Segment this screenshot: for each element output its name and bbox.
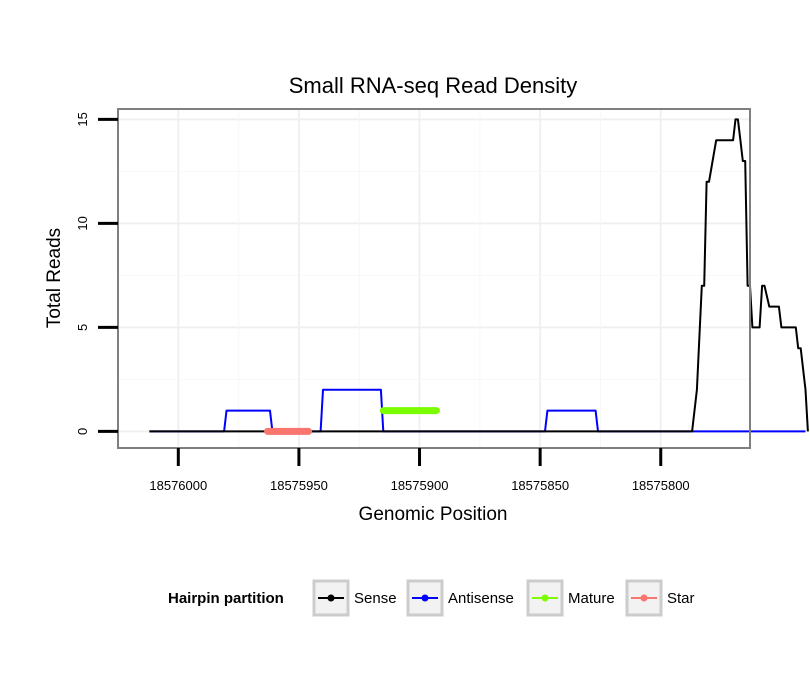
legend-item-antisense: Antisense: [406, 579, 514, 617]
y-tick-label: 0: [75, 428, 90, 435]
partition-segments: [264, 407, 440, 435]
legend-label: Antisense: [448, 590, 514, 607]
series-line-sense: [149, 118, 809, 433]
legend-key-point: [327, 594, 335, 602]
legend-key-point: [421, 594, 429, 602]
y-axis-title: Total Reads: [44, 228, 65, 328]
y-axis-ticks: 0 5 10 15: [75, 112, 118, 435]
x-tick-label: 18575850: [511, 478, 569, 493]
y-tick-label: 15: [75, 112, 90, 126]
legend-item-mature: Mature: [526, 579, 615, 617]
x-tick-label: 18575950: [270, 478, 328, 493]
legend-label: Sense: [354, 590, 397, 607]
legend: Hairpin partition Sense Antisense Mature St…: [168, 579, 695, 617]
legend-item-star: Star: [625, 579, 695, 617]
series-lines: [149, 118, 809, 433]
legend-item-sense: Sense: [312, 579, 397, 617]
x-axis-title: Genomic Position: [359, 504, 508, 525]
legend-label: Star: [667, 590, 695, 607]
series-line-antisense: [149, 388, 806, 433]
legend-title: Hairpin partition: [168, 590, 284, 607]
y-tick-label: 5: [75, 324, 90, 331]
x-tick-label: 18575900: [391, 478, 449, 493]
legend-label: Mature: [568, 590, 615, 607]
plot-panel-border: [117, 108, 751, 449]
x-tick-label: 18576000: [149, 478, 207, 493]
legend-entries: Sense Antisense Mature Star: [312, 579, 695, 617]
y-tick-label: 10: [75, 216, 90, 230]
chart-title: Small RNA-seq Read Density: [289, 73, 578, 98]
legend-key-point: [541, 594, 549, 602]
x-tick-label: 18575800: [632, 478, 690, 493]
legend-key-point: [640, 594, 648, 602]
x-axis-ticks: 18576000 18575950 18575900 18575850 18575800: [149, 448, 690, 493]
